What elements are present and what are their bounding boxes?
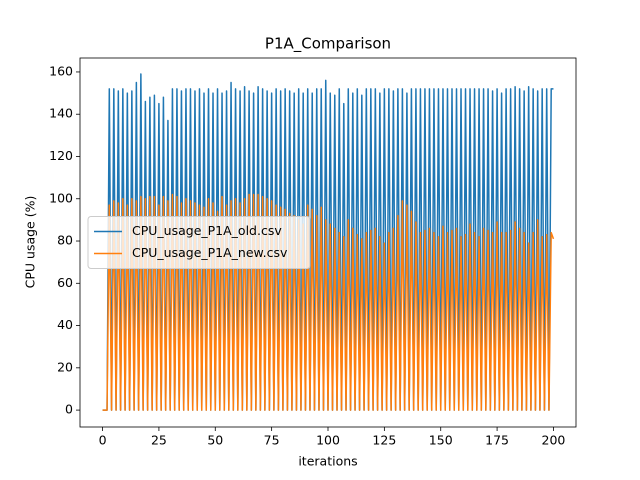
y-tick-label: 80 <box>57 233 73 248</box>
y-tick-label: 120 <box>49 148 73 163</box>
legend-label: CPU_usage_P1A_new.csv <box>132 245 288 260</box>
x-tick-label: 0 <box>99 433 107 448</box>
legend-label: CPU_usage_P1A_old.csv <box>132 223 282 238</box>
x-tick-label: 125 <box>372 433 396 448</box>
x-tick-label: 200 <box>542 433 566 448</box>
chart-title: P1A_Comparison <box>265 35 391 54</box>
legend: CPU_usage_P1A_old.csv CPU_usage_P1A_new.c… <box>87 216 311 269</box>
y-tick-label: 160 <box>49 63 73 78</box>
x-tick-label: 50 <box>207 433 223 448</box>
x-tick-label: 175 <box>485 433 509 448</box>
y-tick-label: 140 <box>49 106 73 121</box>
y-tick-label: 60 <box>57 275 73 290</box>
x-tick-label: 100 <box>316 433 340 448</box>
y-axis-label: CPU usage (%) <box>23 196 38 289</box>
x-tick-label: 150 <box>429 433 453 448</box>
x-tick-label: 75 <box>264 433 280 448</box>
plot-frame <box>79 57 577 428</box>
y-tick-label: 20 <box>57 359 73 374</box>
y-tick-label: 0 <box>65 402 73 417</box>
legend-box <box>87 216 311 269</box>
y-tick-label: 100 <box>49 190 73 205</box>
y-tick-label: 40 <box>57 317 73 332</box>
x-axis-label: iterations <box>298 454 357 469</box>
x-tick-label: 25 <box>151 433 167 448</box>
